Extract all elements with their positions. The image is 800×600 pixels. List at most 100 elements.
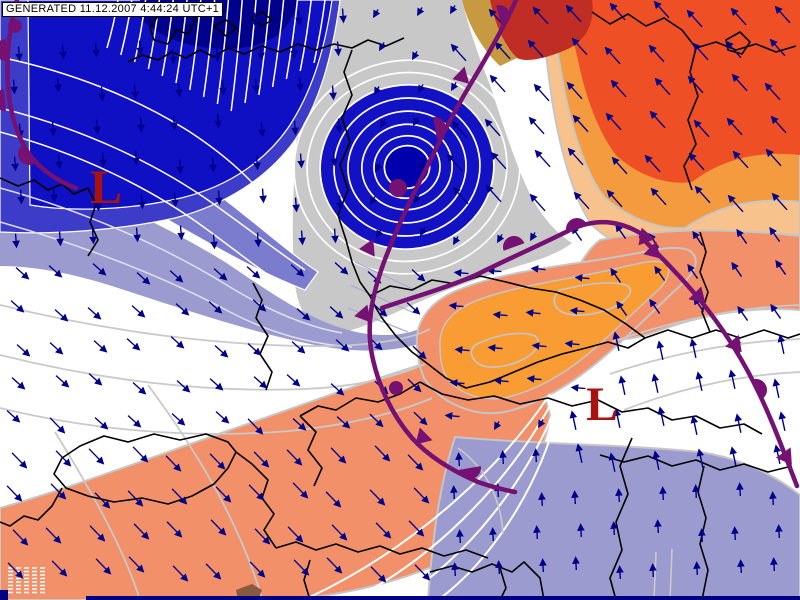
wind-arrow <box>444 412 460 420</box>
wind-arrow <box>94 417 109 430</box>
wind-arrow <box>92 263 107 276</box>
wind-arrow <box>417 7 425 17</box>
wind-arrow <box>132 382 147 395</box>
wind-arrow <box>499 450 507 465</box>
wind-arrow <box>290 43 298 59</box>
contour-line <box>147 384 263 599</box>
wind-arrow <box>175 303 190 316</box>
contour-line <box>553 282 632 317</box>
wind-arrow <box>169 49 177 65</box>
wind-arrow <box>89 229 97 245</box>
wind-arrow <box>451 562 459 577</box>
wind-arrow <box>650 187 667 206</box>
wind-arrow <box>329 85 337 101</box>
wind-arrow <box>572 556 580 571</box>
wind-arrow <box>210 234 218 250</box>
wind-arrow <box>259 188 267 204</box>
contour-line <box>0 107 306 271</box>
wind-arrow <box>258 122 266 138</box>
wind-arrow <box>336 195 344 211</box>
contour-line <box>0 304 431 347</box>
wind-arrow <box>692 42 709 61</box>
low-pressure-marker: L <box>90 161 122 214</box>
wind-arrow <box>166 521 183 538</box>
wind-arrow <box>170 115 178 131</box>
wind-arrow <box>17 189 25 205</box>
wind-arrow <box>334 41 342 57</box>
wind-arrow <box>644 154 661 173</box>
wind-arrow <box>330 447 347 464</box>
wind-arrow <box>764 82 781 101</box>
wind-arrow <box>253 376 268 389</box>
country-border <box>337 49 371 297</box>
wind-arrow <box>10 300 25 313</box>
front-tri-symbol <box>359 238 375 257</box>
wind-arrow <box>94 492 111 509</box>
wind-arrow <box>292 418 307 431</box>
contour-line <box>0 221 353 348</box>
wind-arrow <box>98 86 106 102</box>
wind-arrow <box>615 488 623 503</box>
wind-arrow <box>695 371 704 391</box>
wind-arrow <box>292 197 300 213</box>
isoline-stripe <box>271 0 285 88</box>
contour-line <box>3 57 265 197</box>
wind-arrow <box>376 229 384 239</box>
wind-arrow <box>736 228 748 244</box>
wind-arrow <box>45 527 62 544</box>
wind-arrow <box>450 485 458 500</box>
contour-line <box>653 551 657 600</box>
wind-arrow <box>414 194 422 204</box>
wind-arrow <box>532 6 549 25</box>
wind-arrow <box>418 84 426 94</box>
wind-arrow <box>93 119 101 135</box>
wind-arrow <box>49 342 64 355</box>
wind-arrow <box>170 336 185 349</box>
wind-arrow <box>448 302 464 310</box>
country-border <box>252 282 273 391</box>
isoline-stripe <box>230 0 243 112</box>
country-border <box>369 295 646 389</box>
contour-lines <box>0 57 800 600</box>
region-dark-red-patch <box>490 0 593 60</box>
wind-arrow <box>254 232 262 248</box>
wind-arrow <box>565 4 582 23</box>
wind-arrow <box>653 0 670 19</box>
front-dot-symbol <box>389 381 403 395</box>
wind-arrow <box>335 339 350 352</box>
wind-arrow <box>15 46 23 62</box>
wind-arrow <box>7 562 24 579</box>
wind-arrow <box>379 42 387 52</box>
wind-arrow <box>287 526 304 543</box>
wind-arrow <box>219 80 227 96</box>
wind-arrow <box>451 120 468 139</box>
wind-arrow <box>408 520 425 537</box>
bullseye-ring <box>306 71 508 263</box>
front-semi-symbol <box>0 39 6 61</box>
wind-arrow <box>10 79 18 95</box>
wind-arrow <box>296 76 304 92</box>
wind-arrow <box>50 483 67 500</box>
wind-arrow <box>413 411 428 426</box>
wind-arrow <box>727 194 744 213</box>
wind-arrow <box>450 5 458 15</box>
wind-arrow <box>694 185 711 204</box>
wind-arrow <box>95 558 112 575</box>
wind-arrow <box>616 300 628 316</box>
wind-arrow <box>692 484 700 499</box>
wind-arrow <box>253 451 270 468</box>
wind-arrow <box>769 38 786 57</box>
country-border <box>369 275 646 339</box>
wind-arrow <box>616 565 624 580</box>
country-borders <box>0 3 800 600</box>
wind-arrow <box>169 270 184 283</box>
contour-line <box>309 393 551 598</box>
wind-arrow <box>127 415 142 428</box>
wind-arrow <box>136 272 151 285</box>
wind-arrow <box>6 485 23 502</box>
wind-arrow <box>49 417 66 434</box>
isoline-stripe <box>313 0 326 64</box>
front-semi-symbol <box>433 117 446 139</box>
wind-arrow <box>380 119 388 129</box>
wind-arrow <box>252 78 260 94</box>
